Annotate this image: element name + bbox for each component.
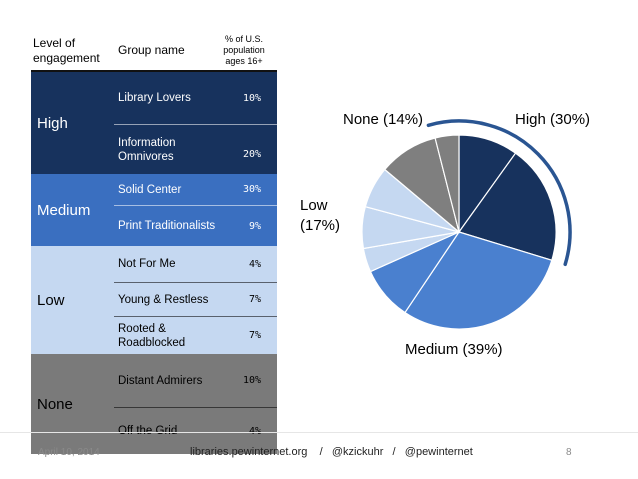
pie-slice-off-the-grid [434,134,460,233]
footer-links: libraries.pewinternet.org / @kzickuhr / … [190,446,473,458]
table-row: Not For Me 4% [114,246,277,282]
table-row: Information Omnivores 20% [114,124,277,174]
group-name: Young & Restless [118,293,209,306]
pie-label-none: None (14%) [343,111,424,128]
group-name: Print Traditionalists [118,220,216,232]
group-percent: 10% [242,92,261,104]
group-percent: 4% [248,425,261,437]
group-medium: Medium Solid Center 30% Print Traditiona… [31,174,277,246]
group-low: Low Not For Me 4% Young & Restless 7% Ro… [31,246,277,354]
table-row: Library Lovers 10% [114,72,277,124]
group-none: None Distant Admirers 10% Off the Grid 4… [31,354,277,454]
group-percent: 10% [242,375,261,386]
group-name: Not For Me [118,258,176,270]
header-group-name: Group name [118,43,185,57]
footer-handle-link[interactable]: @pewinternet [404,446,473,458]
group-name: Off the Grid [118,425,178,437]
footer-separator: / [392,446,396,458]
level-label: Medium [37,201,91,219]
pie-label-high: High (30%) [515,111,591,128]
page-number: 8 [566,447,572,458]
group-percent: 9% [248,220,261,232]
pie-label-low: Low (17%) [300,197,341,234]
pie-slice-solid-center [404,231,553,330]
group-name: Solid Center [118,183,182,196]
group-percent: 7% [248,294,261,305]
group-percent: 20% [242,149,261,160]
group-high: High Library Lovers 10% Information Omni… [31,72,277,174]
table-row: Off the Grid 4% [114,407,277,454]
level-label: Low [37,291,65,309]
header-level: Level of engagement [33,36,100,65]
group-percent: 7% [248,330,261,341]
table-row: Print Traditionalists 9% [114,205,277,246]
table-header: Level of engagement Group name % of U.S.… [31,26,277,72]
group-percent: 30% [242,184,261,195]
footer-site-link[interactable]: libraries.pewinternet.org [190,446,308,458]
footer-date: April 10, 2014 [38,447,100,458]
level-label: High [37,114,68,132]
pie-slice-information-omnivores [458,152,557,261]
footer-handle-link[interactable]: @kzickuhr [331,446,384,458]
group-percent: 4% [248,258,261,270]
group-name: Rooted & Roadblocked [118,322,186,349]
table-row: Solid Center 30% [114,174,277,205]
high-segment-highlight-arc [426,119,572,267]
footer-divider [0,432,638,433]
table-row: Young & Restless 7% [114,282,277,316]
group-name: Library Lovers [118,92,191,104]
table-row: Rooted & Roadblocked 7% [114,316,277,354]
pie-label-medium: Medium (39%) [405,341,503,358]
level-label: None [37,395,73,413]
table-row: Distant Admirers 10% [114,354,277,407]
group-name: Information Omnivores [118,136,176,163]
engagement-table: Level of engagement Group name % of U.S.… [31,26,277,454]
footer-separator: / [319,446,323,458]
group-name: Distant Admirers [118,374,203,387]
header-population-share: % of U.S. population ages 16+ [223,34,265,66]
